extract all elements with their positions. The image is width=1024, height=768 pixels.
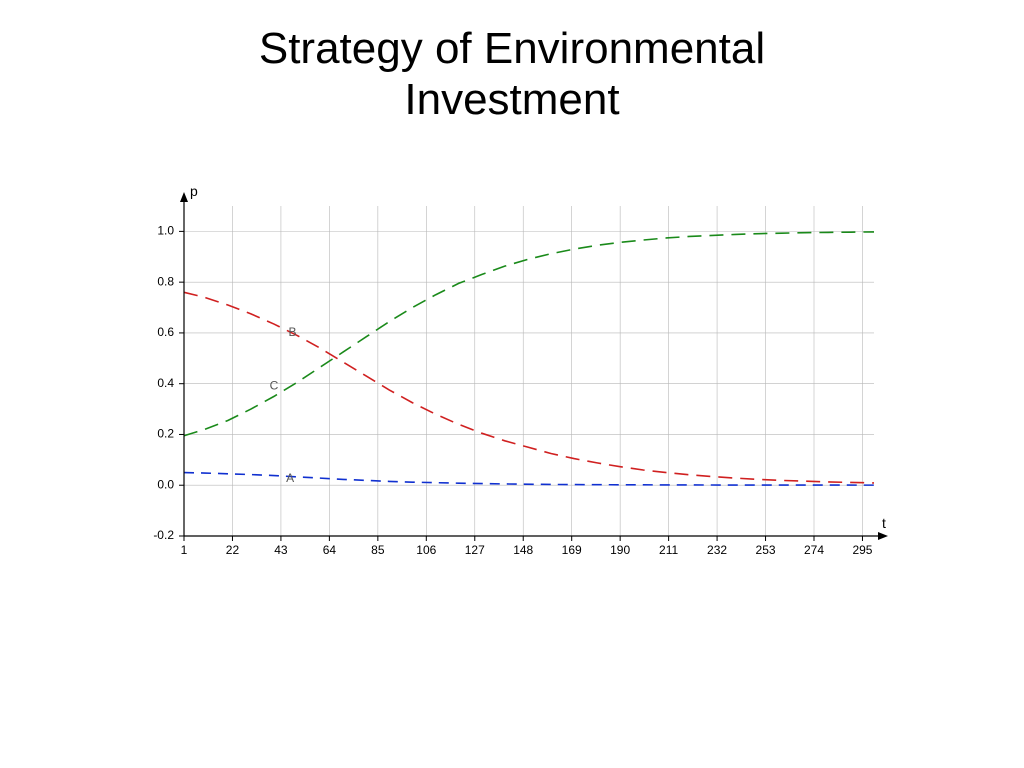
y-tick-label: -0.2	[153, 528, 174, 542]
x-tick-label: 148	[513, 543, 533, 557]
x-tick-label: 22	[226, 543, 240, 557]
series-label-C: C	[270, 378, 279, 392]
series-label-B: B	[288, 325, 296, 339]
y-axis-label: p	[190, 188, 198, 199]
y-tick-label: 1.0	[157, 224, 174, 238]
slide: Strategy of EnvironmentalInvestment A B C 1…	[0, 0, 1024, 768]
x-tick-label: 274	[804, 543, 824, 557]
y-tick-label: 0.8	[157, 274, 174, 288]
x-tick-label: 211	[659, 543, 678, 557]
x-axis-label: t	[882, 515, 886, 531]
x-tick-label: 169	[562, 543, 582, 557]
chart-container: A B C 1 22 43 64 85 106 127 148 169 190 211 232 253 274 2…	[128, 188, 896, 586]
y-tick-label: 0.2	[157, 427, 174, 441]
line-chart: A B C 1 22 43 64 85 106 127 148 169 190 211 232 253 274 2…	[128, 188, 896, 586]
x-tick-label: 253	[756, 543, 776, 557]
x-tick-label: 64	[323, 543, 337, 557]
x-tick-label: 106	[416, 543, 436, 557]
x-axis-arrow	[878, 532, 888, 540]
x-tick-label: 232	[707, 543, 727, 557]
y-tick-label: 0.4	[157, 376, 174, 390]
plot-area	[184, 206, 874, 536]
series-label-A: A	[286, 471, 294, 485]
x-tick-label: 85	[371, 543, 385, 557]
x-tick-label: 190	[610, 543, 630, 557]
x-tick-label: 1	[181, 543, 188, 557]
y-axis-arrow	[180, 192, 188, 202]
x-tick-label: 127	[465, 543, 485, 557]
x-tick-label: 43	[274, 543, 288, 557]
y-tick-label: 0.0	[157, 477, 174, 491]
x-tick-label: 295	[852, 543, 872, 557]
y-tick-label: 0.6	[157, 325, 174, 339]
page-title: Strategy of EnvironmentalInvestment	[0, 24, 1024, 125]
